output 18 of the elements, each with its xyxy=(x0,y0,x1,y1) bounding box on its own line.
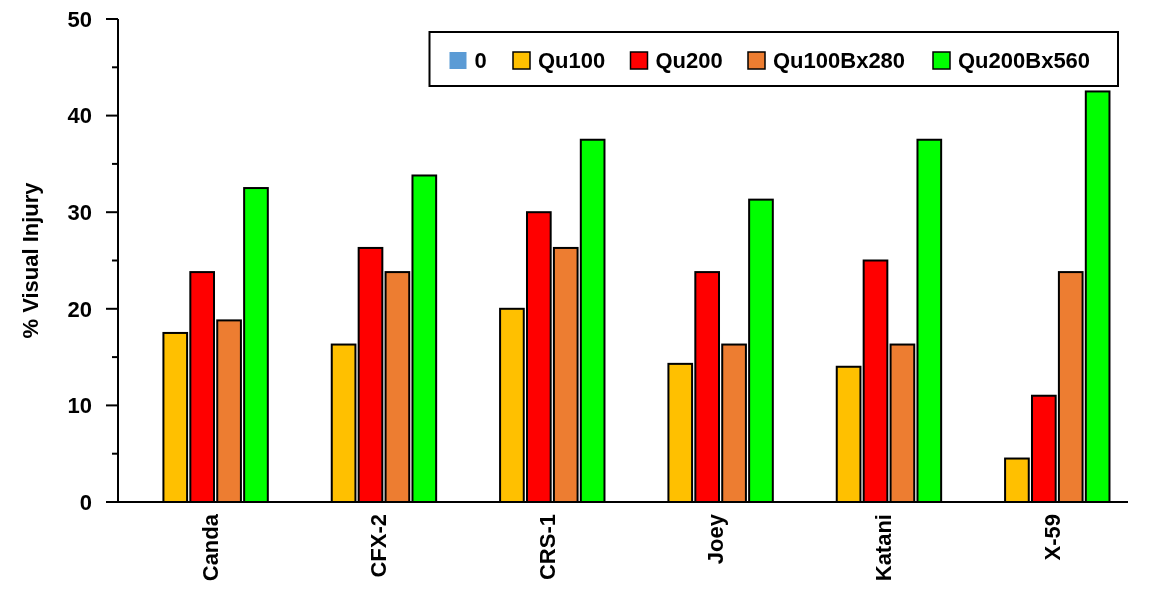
legend-label: Qu100 xyxy=(538,47,606,73)
y-tick-label: 50 xyxy=(67,6,92,32)
x-tick-label: CFX-2 xyxy=(366,514,392,578)
legend-label: Qu200Bx560 xyxy=(958,47,1091,73)
x-tick-label: Canda xyxy=(197,513,223,582)
y-tick-label: 20 xyxy=(67,296,92,322)
y-tick-label: 40 xyxy=(67,103,92,129)
legend-label: 0 xyxy=(474,47,487,73)
y-tick-label: 10 xyxy=(67,393,92,419)
legend-label: Qu100Bx280 xyxy=(773,47,906,73)
legend-label: Qu200 xyxy=(655,47,723,73)
x-tick-label: Katani xyxy=(871,514,897,582)
y-tick-label: 30 xyxy=(67,199,92,225)
x-tick-label: X-59 xyxy=(1039,514,1065,561)
y-axis-title: % Visual Injury xyxy=(17,181,43,339)
x-tick-label: Joey xyxy=(702,513,728,565)
x-tick-label: CRS-1 xyxy=(534,514,560,581)
y-tick-label: 0 xyxy=(79,489,92,515)
